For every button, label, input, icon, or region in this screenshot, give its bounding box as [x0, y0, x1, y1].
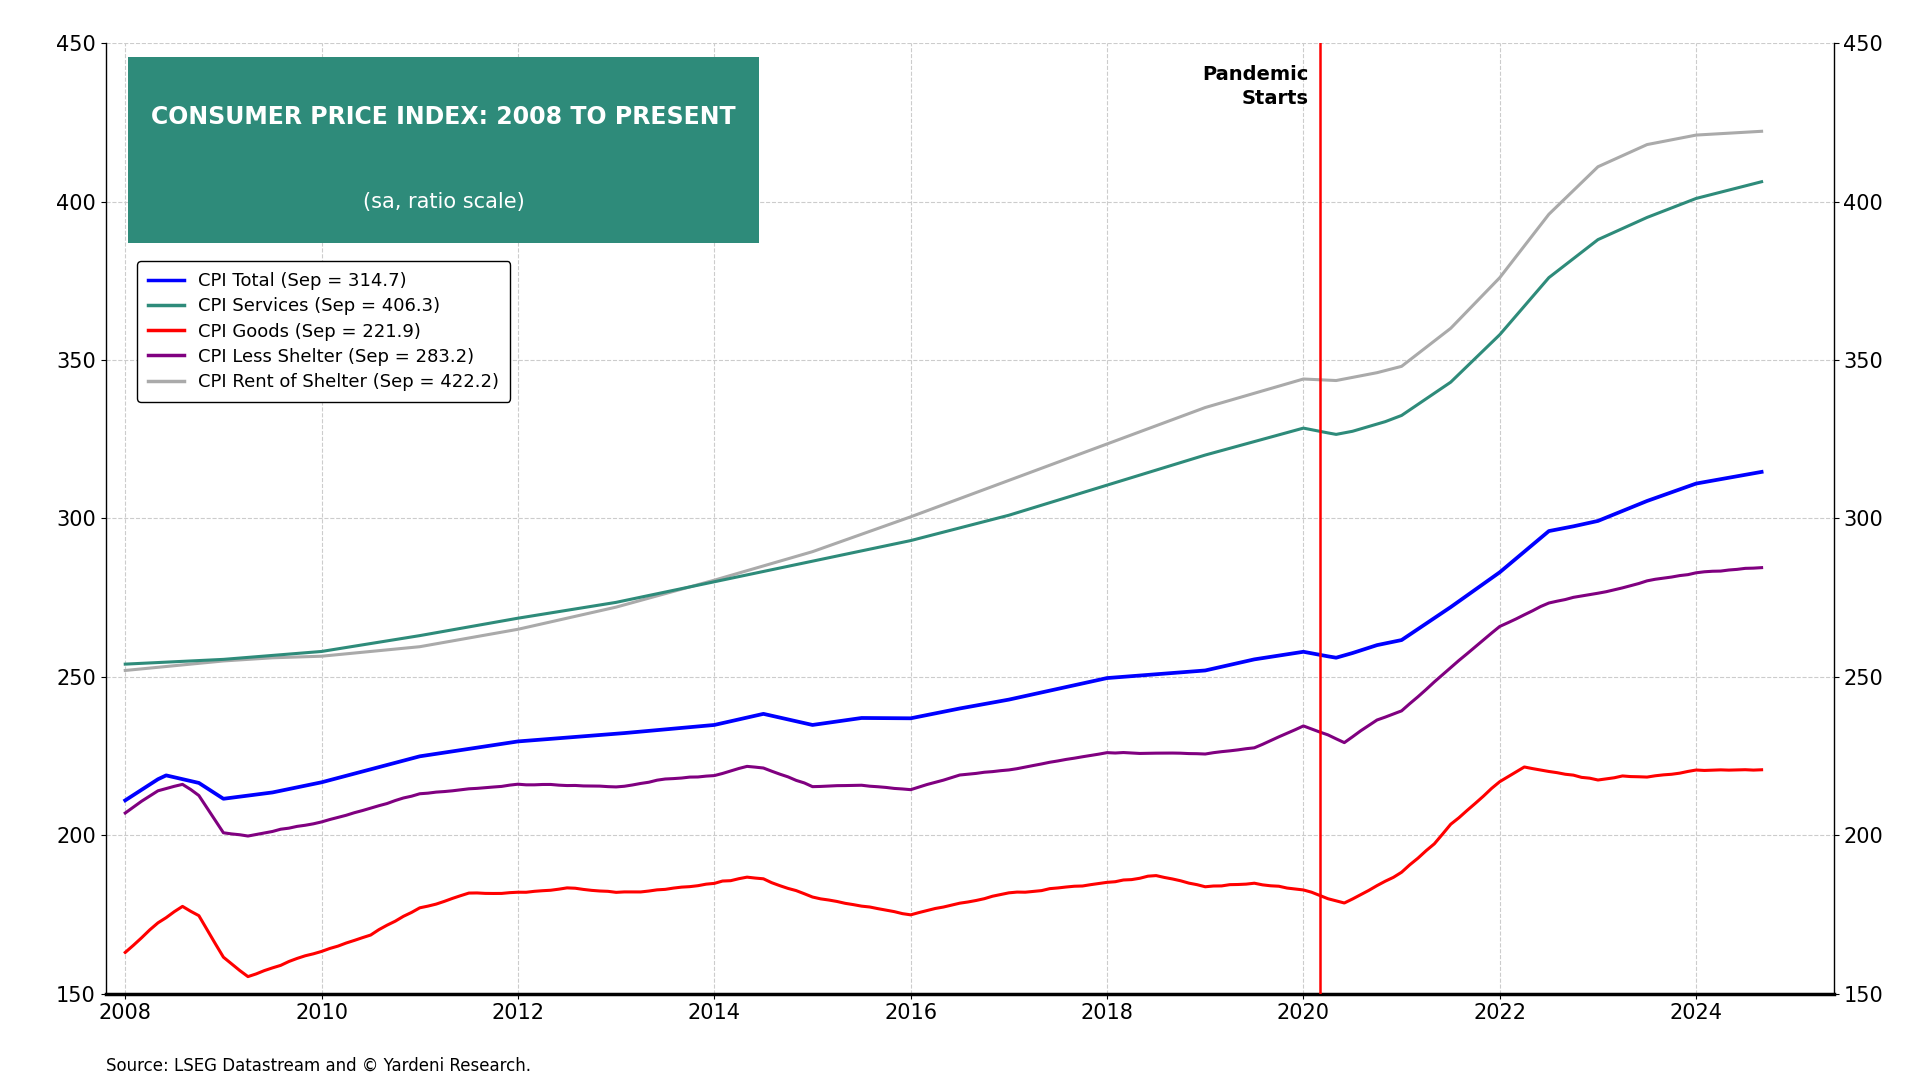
Legend: CPI Total (Sep = 314.7), CPI Services (Sep = 406.3), CPI Goods (Sep = 221.9), CP: CPI Total (Sep = 314.7), CPI Services (S…	[136, 261, 511, 402]
Text: Pandemic
Starts: Pandemic Starts	[1202, 66, 1308, 108]
FancyBboxPatch shape	[129, 57, 758, 243]
Text: Source: LSEG Datastream and © Yardeni Research.: Source: LSEG Datastream and © Yardeni Re…	[106, 1056, 530, 1075]
Text: CONSUMER PRICE INDEX: 2008 TO PRESENT: CONSUMER PRICE INDEX: 2008 TO PRESENT	[152, 105, 735, 129]
Text: (sa, ratio scale): (sa, ratio scale)	[363, 192, 524, 212]
